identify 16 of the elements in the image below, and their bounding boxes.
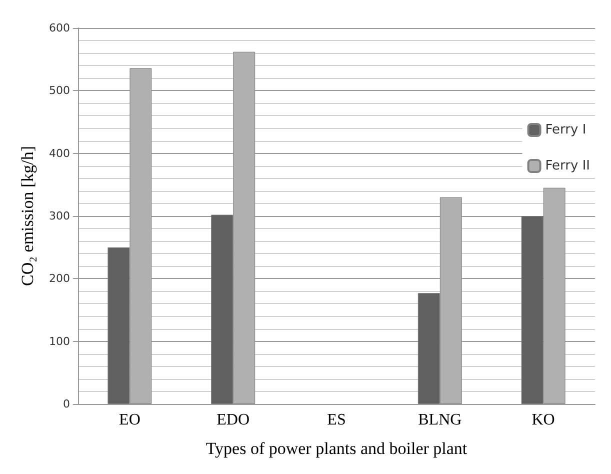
x-tick-label: KO (532, 412, 555, 428)
y-tick-label: 600 (49, 22, 70, 34)
y-tick-label: 300 (49, 210, 70, 222)
x-tick-label: EDO (216, 412, 250, 428)
y-tick-label: 100 (49, 334, 70, 348)
y-tick-label: 0 (63, 398, 70, 410)
y-axis-title: CO₂ emission [kg/h] (18, 146, 37, 286)
legend-label: Ferry I (545, 122, 586, 138)
legend-label: Ferry II (545, 158, 590, 174)
x-tick-label: EO (119, 412, 140, 428)
y-tick-label: 200 (49, 272, 70, 286)
x-tick-label: ES (327, 412, 346, 428)
x-tick-label: BLNG (418, 412, 462, 428)
y-tick-label: 500 (49, 84, 70, 98)
y-tick-label: 400 (49, 146, 70, 160)
x-axis-title: Types of power plants and boiler plant (206, 439, 468, 458)
